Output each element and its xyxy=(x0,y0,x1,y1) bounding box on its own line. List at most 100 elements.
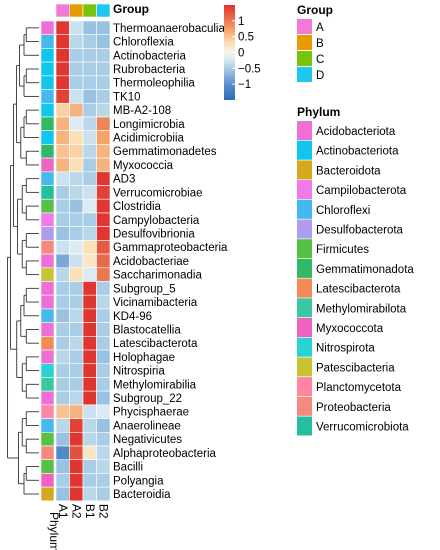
heatmap-cell xyxy=(55,349,70,365)
heatmap-cell xyxy=(55,363,70,378)
heatmap-cell xyxy=(69,157,84,173)
heatmap-cell xyxy=(82,240,97,255)
phylum-legend-label: Nitrospirota xyxy=(316,343,375,355)
heatmap-cell xyxy=(96,281,111,296)
heatmap-cell xyxy=(96,34,111,49)
phylum-legend-swatch xyxy=(297,180,312,200)
heatmap-cell xyxy=(96,253,111,269)
heatmap-cell xyxy=(96,377,111,392)
heatmap-cell xyxy=(55,157,70,173)
phylum-annotation-cell xyxy=(40,89,55,104)
heatmap-cell xyxy=(82,431,97,447)
row-label: Vicinamibacteria xyxy=(113,297,198,309)
group-annotation-cell xyxy=(96,3,111,18)
heatmap-cell xyxy=(82,75,97,90)
phylum-legend-swatch xyxy=(297,199,312,219)
phylum-legend-label: Myxococcota xyxy=(316,323,384,335)
phylum-annotation-cell xyxy=(40,34,55,49)
column-label: A2 xyxy=(69,504,83,519)
row-label: Campylobacteria xyxy=(113,215,200,227)
phylum-annotation-cell xyxy=(40,445,55,461)
heatmap-cell xyxy=(82,212,97,227)
row-label: Latescibacterota xyxy=(113,338,198,350)
phylum-annotation-label: Phylum xyxy=(47,512,61,550)
heatmap-cell xyxy=(55,459,70,474)
heatmap-cell xyxy=(69,253,84,269)
heatmap-cell xyxy=(55,445,70,461)
row-labels: Thermoanaerobaculia ChloroflexiaActinobac… xyxy=(113,23,228,501)
row-dendrogram xyxy=(7,27,39,495)
row-label: Clostridia xyxy=(113,201,162,213)
row-label: Chloroflexia xyxy=(113,37,174,49)
heatmap-cell xyxy=(69,226,84,241)
heatmap-cell xyxy=(69,473,84,488)
heatmap-cell xyxy=(69,445,84,461)
row-label: Saccharimonadia xyxy=(113,270,202,282)
heatmap-cell xyxy=(96,390,111,406)
heatmap-cell xyxy=(55,377,70,392)
phylum-annotation-cell xyxy=(40,185,55,200)
heatmap-cell xyxy=(96,418,111,433)
heatmap-cell xyxy=(82,253,97,269)
group-legend-label: D xyxy=(316,70,324,82)
heatmap-cell xyxy=(82,308,97,323)
heatmap-cell xyxy=(55,34,70,49)
phylum-annotation-cell xyxy=(40,75,55,90)
phylum-annotation-cell xyxy=(40,390,55,406)
phylum-annotation-cell xyxy=(40,473,55,488)
color-bar-tick-label: 0.5 xyxy=(238,32,254,44)
heatmap-cell xyxy=(55,61,70,77)
phylum-legend-label: Actinobacteriota xyxy=(316,146,399,158)
phylum-legend-swatch xyxy=(297,160,312,180)
phylum-annotation-cell xyxy=(40,349,55,365)
heatmap-cell xyxy=(82,185,97,200)
phylum-legend-swatch xyxy=(297,318,312,337)
heatmap-cell xyxy=(96,240,111,255)
heatmap-cell xyxy=(55,253,70,269)
column-label: B1 xyxy=(83,504,97,519)
phylum-annotation-cell xyxy=(40,240,55,255)
heatmap-cell xyxy=(69,363,84,378)
row-label: Bacteroidia xyxy=(113,489,171,501)
heatmap-cell xyxy=(55,281,70,296)
heatmap-cell xyxy=(96,116,111,131)
heatmap-cell xyxy=(96,20,111,36)
row-label: Negativicutes xyxy=(113,434,182,446)
phylum-legend-label: Bacteroidota xyxy=(316,165,381,177)
heatmap-cell xyxy=(55,322,70,337)
heatmap-cell xyxy=(69,34,84,49)
phylum-legend-title: Phylum xyxy=(297,105,340,119)
phylum-annotation-cell xyxy=(40,20,55,36)
heatmap-cell xyxy=(82,267,97,282)
heatmap-cell xyxy=(96,363,111,378)
heatmap-cell xyxy=(69,89,84,104)
heatmap-cell xyxy=(82,157,97,173)
heatmap-cell xyxy=(69,185,84,200)
phylum-legend-label: Planctomycetota xyxy=(316,382,402,394)
heatmap-cell xyxy=(69,294,84,310)
phylum-legend-label: Chloroflexi xyxy=(316,205,370,217)
phylum-legend-label: Campilobacterota xyxy=(316,185,407,197)
phylum-annotation-cell xyxy=(40,212,55,227)
heatmap-cell xyxy=(82,34,97,49)
heatmap-cell xyxy=(82,322,97,337)
phylum-legend-label: Gemmatimonadota xyxy=(316,264,414,276)
row-label: Myxococcia xyxy=(113,160,174,172)
group-legend-swatch xyxy=(297,67,312,82)
row-label: Nitrospiria xyxy=(113,366,165,378)
heatmap-cell xyxy=(55,144,70,159)
heatmap-cell xyxy=(55,390,70,406)
phylum-legend-label: Latescibacterota xyxy=(316,284,401,296)
color-bar-gradient-rect xyxy=(224,5,235,100)
heatmap-cell xyxy=(96,445,111,461)
phylum-legend-swatch xyxy=(297,219,312,239)
heatmap-cell xyxy=(69,198,84,214)
heatmap-cell xyxy=(69,336,84,351)
heatmap-cell xyxy=(82,61,97,77)
row-label: Desulfovibrionia xyxy=(113,229,195,241)
phylum-legend-swatch xyxy=(297,357,312,377)
column-label: B2 xyxy=(96,504,110,519)
phylum-legend-label: Desulfobacterota xyxy=(316,225,404,237)
